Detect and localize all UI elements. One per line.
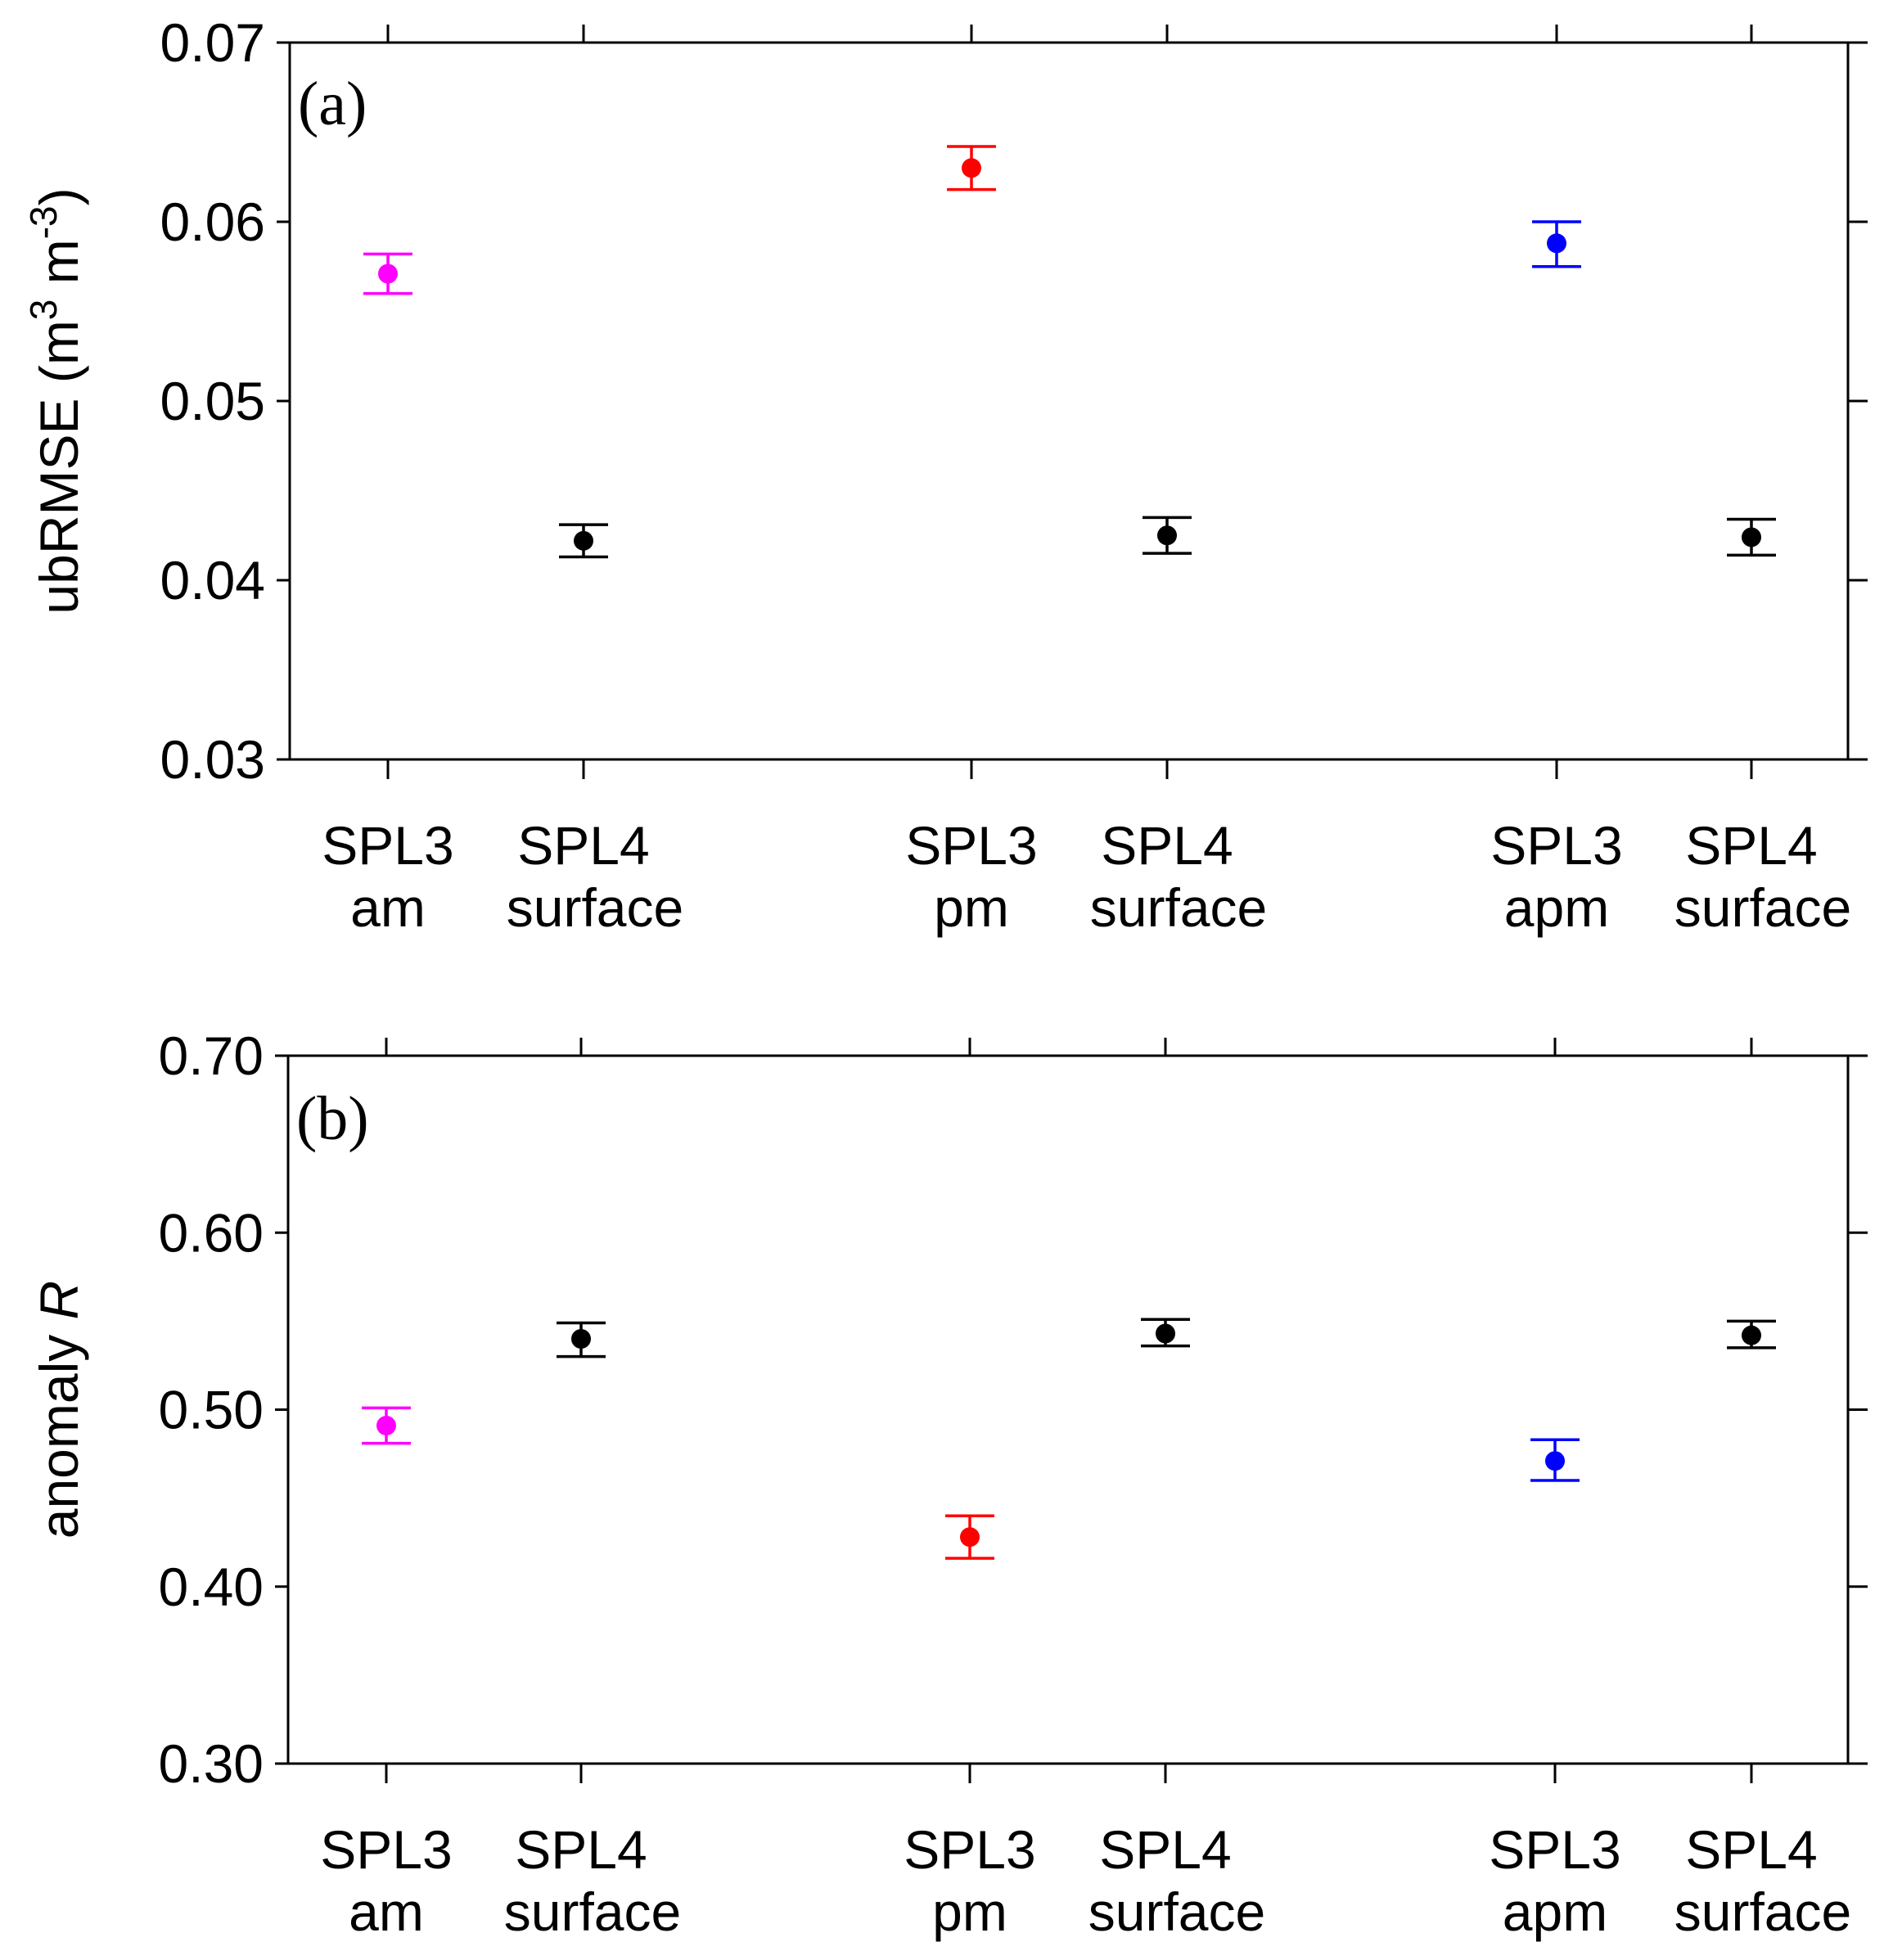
- marker: [1742, 1325, 1761, 1345]
- category-label-line1: SPL3: [322, 815, 453, 876]
- y-tick-label: 0.06: [160, 191, 265, 252]
- category-label-line2: surface: [507, 877, 683, 938]
- data-point-3: [947, 145, 996, 191]
- y-tick-label: 0.30: [159, 1733, 264, 1794]
- y-tick-label: 0.04: [160, 550, 265, 611]
- panel-label: (a): [298, 70, 367, 138]
- category-label-line1: SPL4: [515, 1819, 647, 1880]
- category-label-line2: surface: [1674, 1881, 1851, 1942]
- y-tick-label: 0.50: [159, 1380, 264, 1440]
- marker: [960, 1527, 980, 1548]
- marker: [1547, 233, 1566, 254]
- data-point-4: [1143, 516, 1192, 555]
- y-title-unit: m: [29, 239, 89, 299]
- y-title-main: anomaly: [29, 1319, 89, 1539]
- category-label-line1: SPL3: [905, 815, 1037, 876]
- marker: [378, 264, 398, 284]
- category-label-line1: SPL4: [517, 815, 649, 876]
- marker: [1157, 525, 1177, 546]
- category-label-line2: pm: [932, 1881, 1007, 1942]
- marker: [1545, 1451, 1565, 1471]
- y-tick-label: 0.40: [159, 1557, 264, 1617]
- marker: [376, 1415, 396, 1435]
- panel-label: (b): [296, 1084, 369, 1153]
- category-label-line2: pm: [934, 877, 1009, 938]
- category-label-line2: surface: [1090, 877, 1267, 938]
- marker: [962, 158, 981, 178]
- data-point-1: [362, 1406, 411, 1445]
- data-point-5: [1532, 220, 1581, 268]
- y-title-superscript: 3: [22, 300, 65, 321]
- category-label-line2: am: [350, 877, 426, 938]
- category-label-line2: surface: [504, 1881, 681, 1942]
- category-label-line1: SPL4: [1099, 1819, 1231, 1880]
- y-tick-label: 0.07: [160, 12, 265, 73]
- category-label-line1: SPL3: [1489, 1819, 1620, 1880]
- data-point-4: [1141, 1318, 1190, 1348]
- category-label-line1: SPL4: [1685, 815, 1817, 876]
- y-title-close: ): [29, 187, 89, 205]
- data-point-2: [557, 1321, 606, 1358]
- y-title-italic: R: [29, 1281, 89, 1320]
- data-point-1: [363, 252, 412, 295]
- panel-b: 0.300.400.500.600.70SPL3amSPL4surfaceSPL…: [29, 1025, 1868, 1942]
- category-label-line2: am: [349, 1881, 424, 1942]
- data-point-6: [1727, 517, 1776, 557]
- data-point-5: [1530, 1438, 1580, 1482]
- category-label-line1: SPL4: [1101, 815, 1233, 876]
- category-label-line2: apm: [1504, 877, 1609, 938]
- marker: [1742, 527, 1761, 547]
- y-axis-title: ubRMSE (m3 m-3): [22, 187, 89, 614]
- category-label-line1: SPL3: [1490, 815, 1622, 876]
- y-tick-label: 0.03: [160, 729, 265, 790]
- category-label-line2: surface: [1674, 877, 1851, 938]
- marker: [571, 1329, 591, 1349]
- y-tick-label: 0.70: [159, 1025, 264, 1086]
- category-label-line1: SPL3: [320, 1819, 452, 1880]
- data-point-3: [945, 1514, 994, 1560]
- data-point-6: [1727, 1319, 1776, 1349]
- y-title-main: ubRMSE (m: [29, 320, 89, 614]
- category-label-line2: surface: [1088, 1881, 1265, 1942]
- marker: [1156, 1323, 1175, 1344]
- panel-a: 0.030.040.050.060.07SPL3amSPL4surfaceSPL…: [22, 12, 1868, 938]
- y-tick-label: 0.60: [159, 1202, 264, 1263]
- y-tick-label: 0.05: [160, 371, 265, 431]
- marker: [574, 530, 593, 551]
- data-point-2: [559, 523, 608, 559]
- category-label-line2: apm: [1503, 1881, 1607, 1942]
- y-title-superscript: -3: [22, 205, 65, 239]
- category-label-line1: SPL4: [1685, 1819, 1817, 1880]
- category-label-line1: SPL3: [904, 1819, 1035, 1880]
- y-axis-title: anomaly R: [29, 1281, 89, 1539]
